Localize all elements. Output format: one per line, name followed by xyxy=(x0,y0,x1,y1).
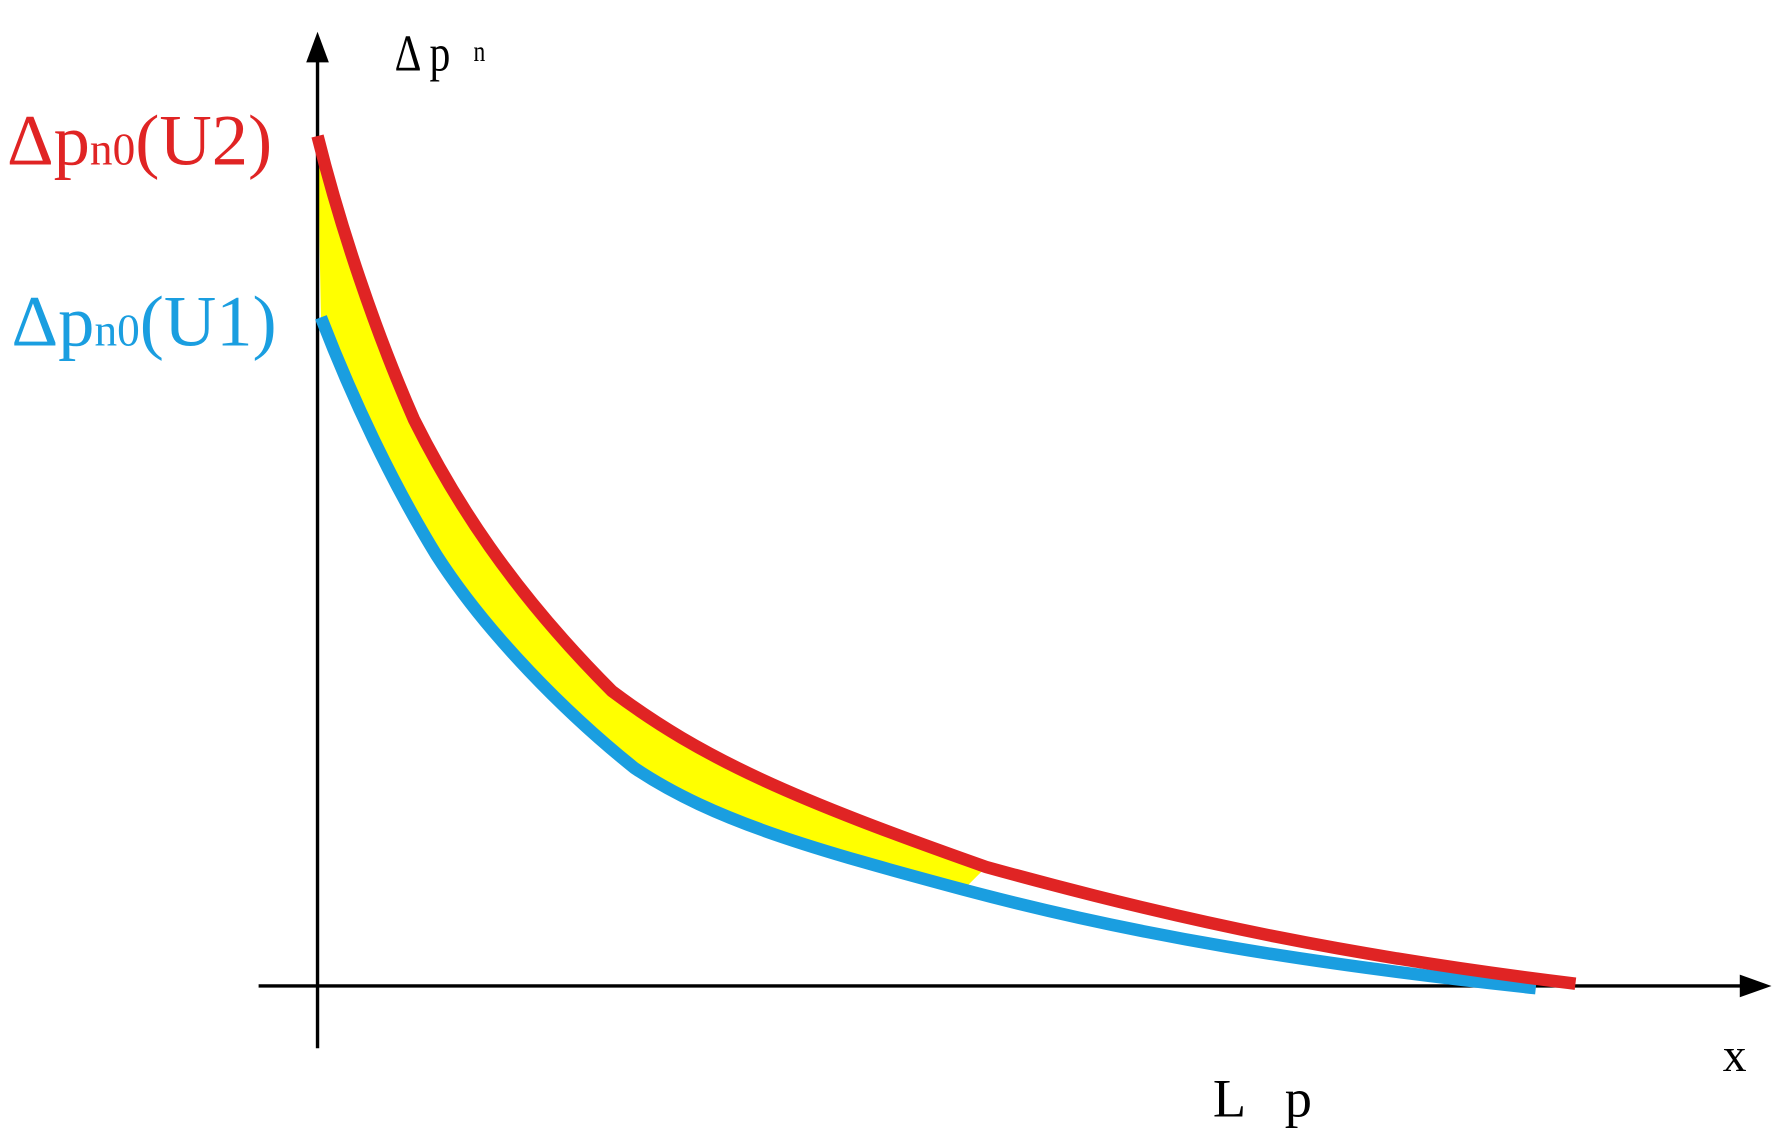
label-tail: (U2) xyxy=(135,99,272,180)
label-main: Δp xyxy=(12,281,95,362)
label-main: Δp xyxy=(7,99,90,180)
curve-u1-label: Δpn0(U1) xyxy=(12,281,277,362)
x-axis-arrow xyxy=(1739,974,1772,998)
x-mark-label: L p xyxy=(1213,1068,1326,1128)
shaded-region xyxy=(317,135,987,890)
y-axis-arrow xyxy=(306,31,329,63)
y-axis-label-main: Δ p xyxy=(395,25,451,82)
label-sub: n0 xyxy=(90,124,135,174)
x-axis-label: x xyxy=(1723,1030,1747,1082)
y-axis-label-sub: n xyxy=(473,35,485,68)
curve-u2 xyxy=(311,134,1577,990)
label-sub: n0 xyxy=(94,306,139,356)
curve-u1 xyxy=(315,315,1537,995)
y-axis-label: Δ p n xyxy=(395,25,486,82)
label-tail: (U1) xyxy=(140,281,277,362)
curve-u2-label: Δpn0(U2) xyxy=(7,99,272,180)
